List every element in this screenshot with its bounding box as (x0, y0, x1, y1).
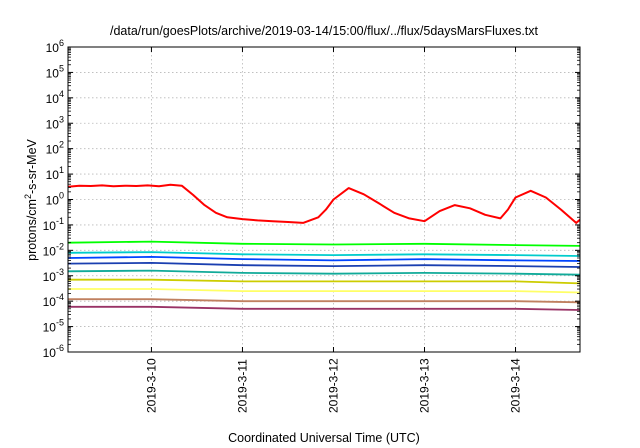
y-tick-base: 10 (43, 244, 57, 258)
series-line-8 (68, 288, 581, 294)
series-line-10 (68, 305, 581, 311)
y-tick-exponent: -3 (56, 267, 64, 277)
y-tick-base: 10 (46, 168, 60, 182)
series-line-6 (67, 269, 581, 276)
x-tick-labels: 2019-3-10 2019-3-11 2019-3-12 2019-3-13 2019… (144, 358, 522, 413)
chart-title: /data/run/goesPlots/archive/2019-03-14/1… (110, 24, 539, 38)
y-tick-exponent: -5 (56, 318, 64, 328)
series-line-2 (67, 240, 581, 247)
y-tick-base: 10 (46, 194, 60, 208)
y-tick-exponent: 1 (59, 165, 64, 175)
y-tick-exponent: 6 (59, 38, 64, 48)
y-tick-base: 10 (46, 92, 60, 106)
x-tick-label: 2019-3-11 (235, 359, 249, 413)
y-tick-label: 10-2 (43, 241, 64, 258)
y-axis-label: protons/cm2-s-sr-MeV (23, 138, 39, 260)
x-tick-label: 2019-3-12 (326, 358, 340, 413)
series-line-7 (68, 278, 581, 285)
x-tick-label: 2019-3-14 (509, 358, 523, 413)
y-axis-label-base: protons/cm (25, 199, 39, 261)
y-tick-base: 10 (46, 143, 60, 157)
y-tick-label: 103 (46, 114, 64, 131)
ticks (68, 46, 580, 353)
series-line-3 (67, 251, 581, 257)
x-axis-label: Coordinated Universal Time (UTC) (228, 431, 420, 445)
series-line-9 (68, 298, 581, 304)
y-tick-base: 10 (43, 346, 57, 360)
y-tick-exponent: 0 (59, 191, 64, 201)
y-tick-label: 105 (46, 63, 64, 80)
y-tick-label: 10-6 (43, 343, 64, 360)
y-tick-base: 10 (43, 219, 57, 233)
y-tick-exponent: 4 (59, 89, 64, 99)
y-axis-label-rest: -s-sr-MeV (25, 138, 39, 194)
y-tick-label: 10-3 (43, 267, 64, 284)
y-axis-label-sup: 2 (23, 194, 33, 199)
y-tick-base: 10 (43, 270, 57, 284)
y-tick-base: 10 (46, 117, 60, 131)
y-tick-label: 106 (46, 38, 64, 55)
series-line-4 (67, 255, 581, 262)
y-tick-base: 10 (43, 321, 57, 335)
y-tick-exponent: -6 (56, 343, 64, 353)
x-tick-label: 2019-3-10 (144, 358, 158, 413)
y-tick-label: 100 (46, 191, 64, 208)
y-tick-base: 10 (46, 66, 60, 80)
series-line-5 (67, 261, 581, 268)
y-tick-exponent: -4 (56, 292, 64, 302)
y-tick-exponent: -1 (56, 216, 64, 226)
y-tick-base: 10 (46, 41, 60, 55)
series-line-1 (67, 183, 581, 224)
y-tick-label: 10-1 (43, 216, 64, 233)
y-tick-label: 102 (46, 140, 64, 157)
y-tick-label: 104 (46, 89, 64, 106)
y-tick-labels: 10-610-510-410-310-210-11001011021031041… (43, 38, 64, 360)
y-tick-exponent: 5 (59, 63, 64, 73)
y-tick-label: 10-4 (43, 292, 64, 309)
y-tick-exponent: 3 (59, 114, 64, 124)
y-tick-exponent: 2 (59, 140, 64, 150)
series-group (67, 183, 581, 311)
y-tick-label: 10-5 (43, 318, 64, 335)
y-tick-label: 101 (46, 165, 64, 182)
y-tick-base: 10 (43, 295, 57, 309)
y-tick-exponent: -2 (56, 241, 64, 251)
x-tick-label: 2019-3-13 (418, 358, 432, 413)
